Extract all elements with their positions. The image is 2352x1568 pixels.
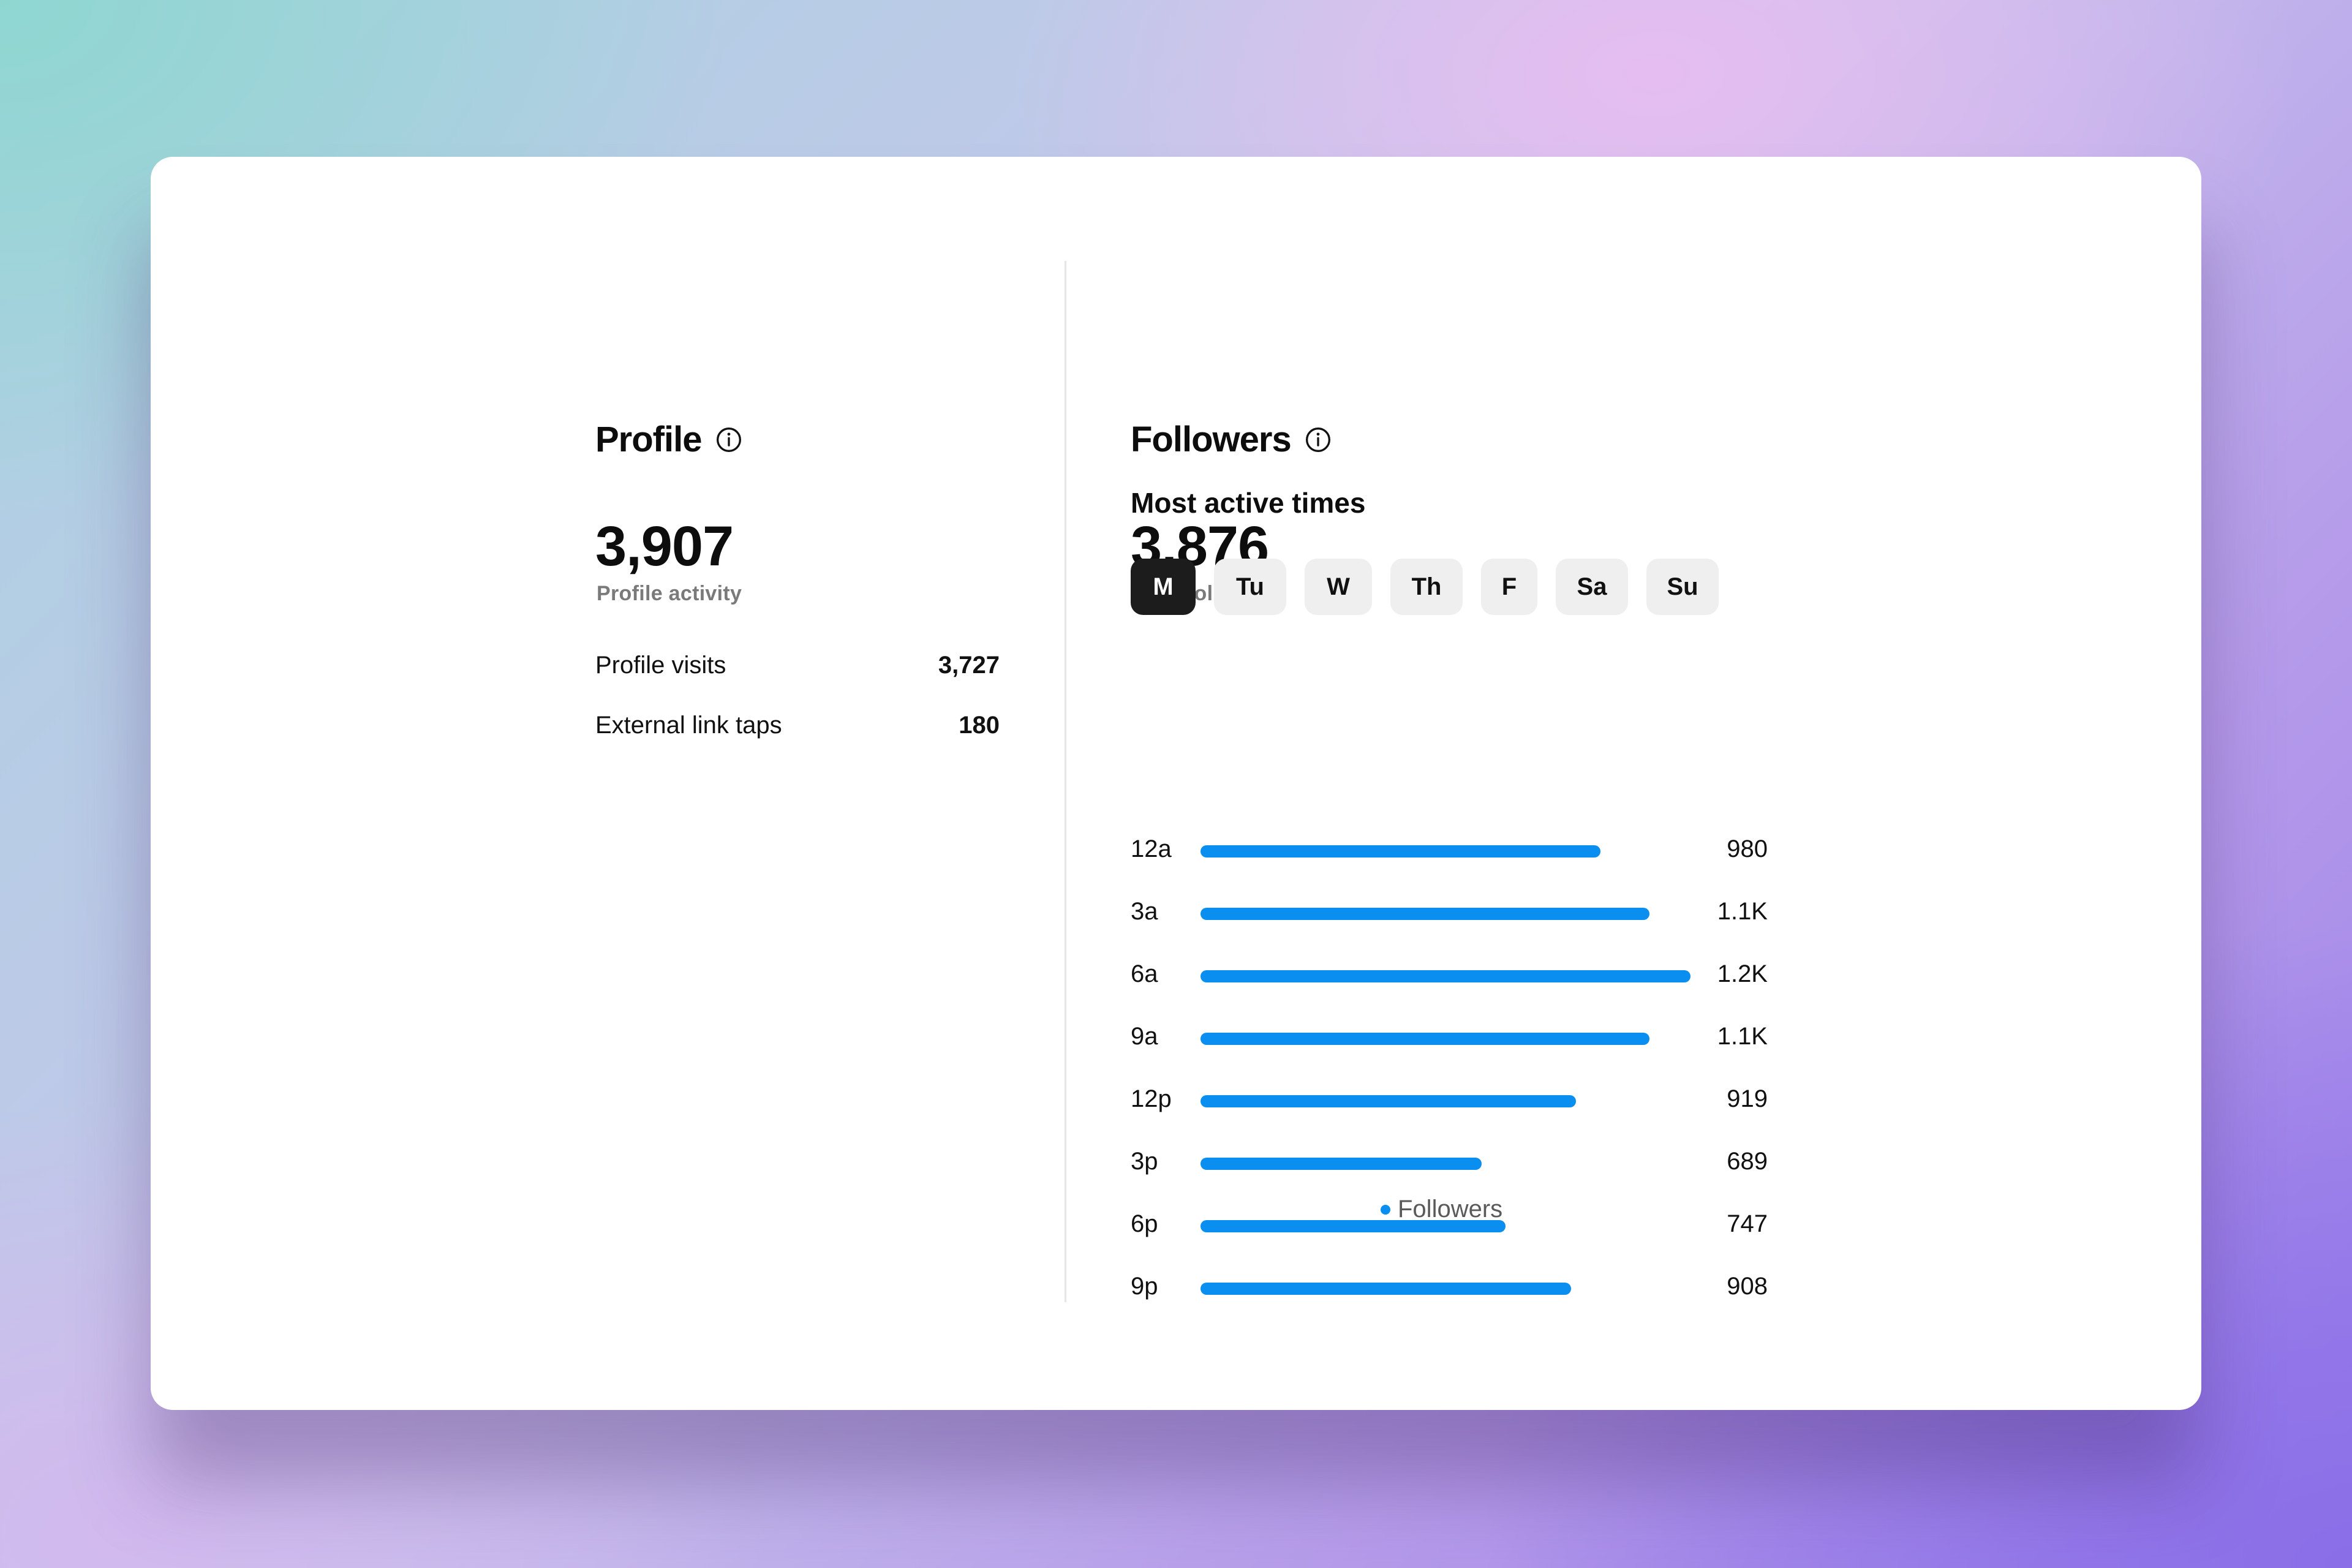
chart-legend: Followers	[1381, 1196, 1502, 1223]
bar-3p	[1200, 1158, 1482, 1170]
bar-value-label: 980	[1727, 835, 1768, 862]
profile-title: Profile	[595, 420, 702, 459]
bar-row-12p: 12p 919	[1131, 1080, 1768, 1117]
info-icon[interactable]	[1305, 426, 1332, 453]
bar-category-label: 6a	[1131, 960, 1158, 987]
followers-title: Followers	[1131, 420, 1292, 459]
bar-value-label: 919	[1727, 1085, 1768, 1112]
followers-section-title: Followers	[1131, 419, 1332, 460]
bar-row-6p: 6p 747	[1131, 1205, 1768, 1242]
bar-track	[1200, 1158, 1691, 1170]
bar-category-label: 12a	[1131, 835, 1172, 862]
info-icon[interactable]	[715, 426, 742, 453]
bar-row-9p: 9p 908	[1131, 1268, 1768, 1305]
bar-row-12a: 12a 980	[1131, 831, 1768, 867]
day-selector: M Tu W Th F Sa Su	[1131, 559, 1719, 615]
bar-row-3a: 3a 1.1K	[1131, 893, 1768, 930]
bar-9p	[1200, 1283, 1571, 1295]
profile-activity-label: Profile activity	[597, 582, 742, 605]
day-tab-friday[interactable]: F	[1481, 559, 1537, 615]
bar-value-label: 689	[1727, 1148, 1768, 1175]
stat-row-external-link-taps: External link taps 180	[595, 712, 1000, 739]
bar-track	[1200, 1283, 1691, 1295]
bar-row-3p: 3p 689	[1131, 1143, 1768, 1180]
day-tab-monday[interactable]: M	[1131, 559, 1196, 615]
most-active-times-title: Most active times	[1131, 487, 1366, 519]
stat-label: External link taps	[595, 712, 782, 739]
profile-section-title: Profile	[595, 419, 742, 460]
bar-track	[1200, 1033, 1691, 1045]
bar-category-label: 3a	[1131, 898, 1158, 925]
bar-category-label: 12p	[1131, 1085, 1172, 1112]
bar-6a	[1200, 970, 1691, 982]
bar-6p	[1200, 1220, 1506, 1232]
bar-category-label: 6p	[1131, 1210, 1158, 1237]
day-tab-saturday[interactable]: Sa	[1556, 559, 1628, 615]
bar-track	[1200, 970, 1691, 982]
bar-3a	[1200, 908, 1649, 920]
bar-value-label: 747	[1727, 1210, 1768, 1237]
bar-value-label: 1.1K	[1717, 898, 1768, 925]
bar-track	[1200, 908, 1691, 920]
bar-9a	[1200, 1033, 1649, 1045]
day-tab-sunday[interactable]: Su	[1646, 559, 1719, 615]
profile-activity-value: 3,907	[595, 515, 734, 578]
bar-category-label: 3p	[1131, 1148, 1158, 1175]
bar-value-label: 1.1K	[1717, 1023, 1768, 1050]
stat-label: Profile visits	[595, 652, 726, 679]
bar-value-label: 908	[1727, 1273, 1768, 1300]
bar-track	[1200, 845, 1691, 858]
bar-row-9a: 9a 1.1K	[1131, 1018, 1768, 1055]
stat-value: 180	[959, 712, 1000, 739]
bar-track	[1200, 1220, 1691, 1232]
day-tab-wednesday[interactable]: W	[1305, 559, 1372, 615]
bar-12a	[1200, 845, 1600, 858]
bar-12p	[1200, 1095, 1576, 1107]
day-tab-tuesday[interactable]: Tu	[1214, 559, 1286, 615]
day-tab-thursday[interactable]: Th	[1390, 559, 1463, 615]
bar-category-label: 9p	[1131, 1273, 1158, 1300]
bar-category-label: 9a	[1131, 1023, 1158, 1050]
legend-dot	[1381, 1204, 1390, 1215]
stat-value: 3,727	[938, 652, 1000, 679]
insights-card: Profile 3,907 Profile activity Profile v…	[151, 157, 2201, 1410]
legend-label: Followers	[1398, 1196, 1503, 1223]
section-divider	[1065, 261, 1066, 1302]
bar-track	[1200, 1095, 1691, 1107]
bar-value-label: 1.2K	[1717, 960, 1768, 987]
bar-row-6a: 6a 1.2K	[1131, 956, 1768, 992]
stat-row-profile-visits: Profile visits 3,727	[595, 652, 1000, 679]
